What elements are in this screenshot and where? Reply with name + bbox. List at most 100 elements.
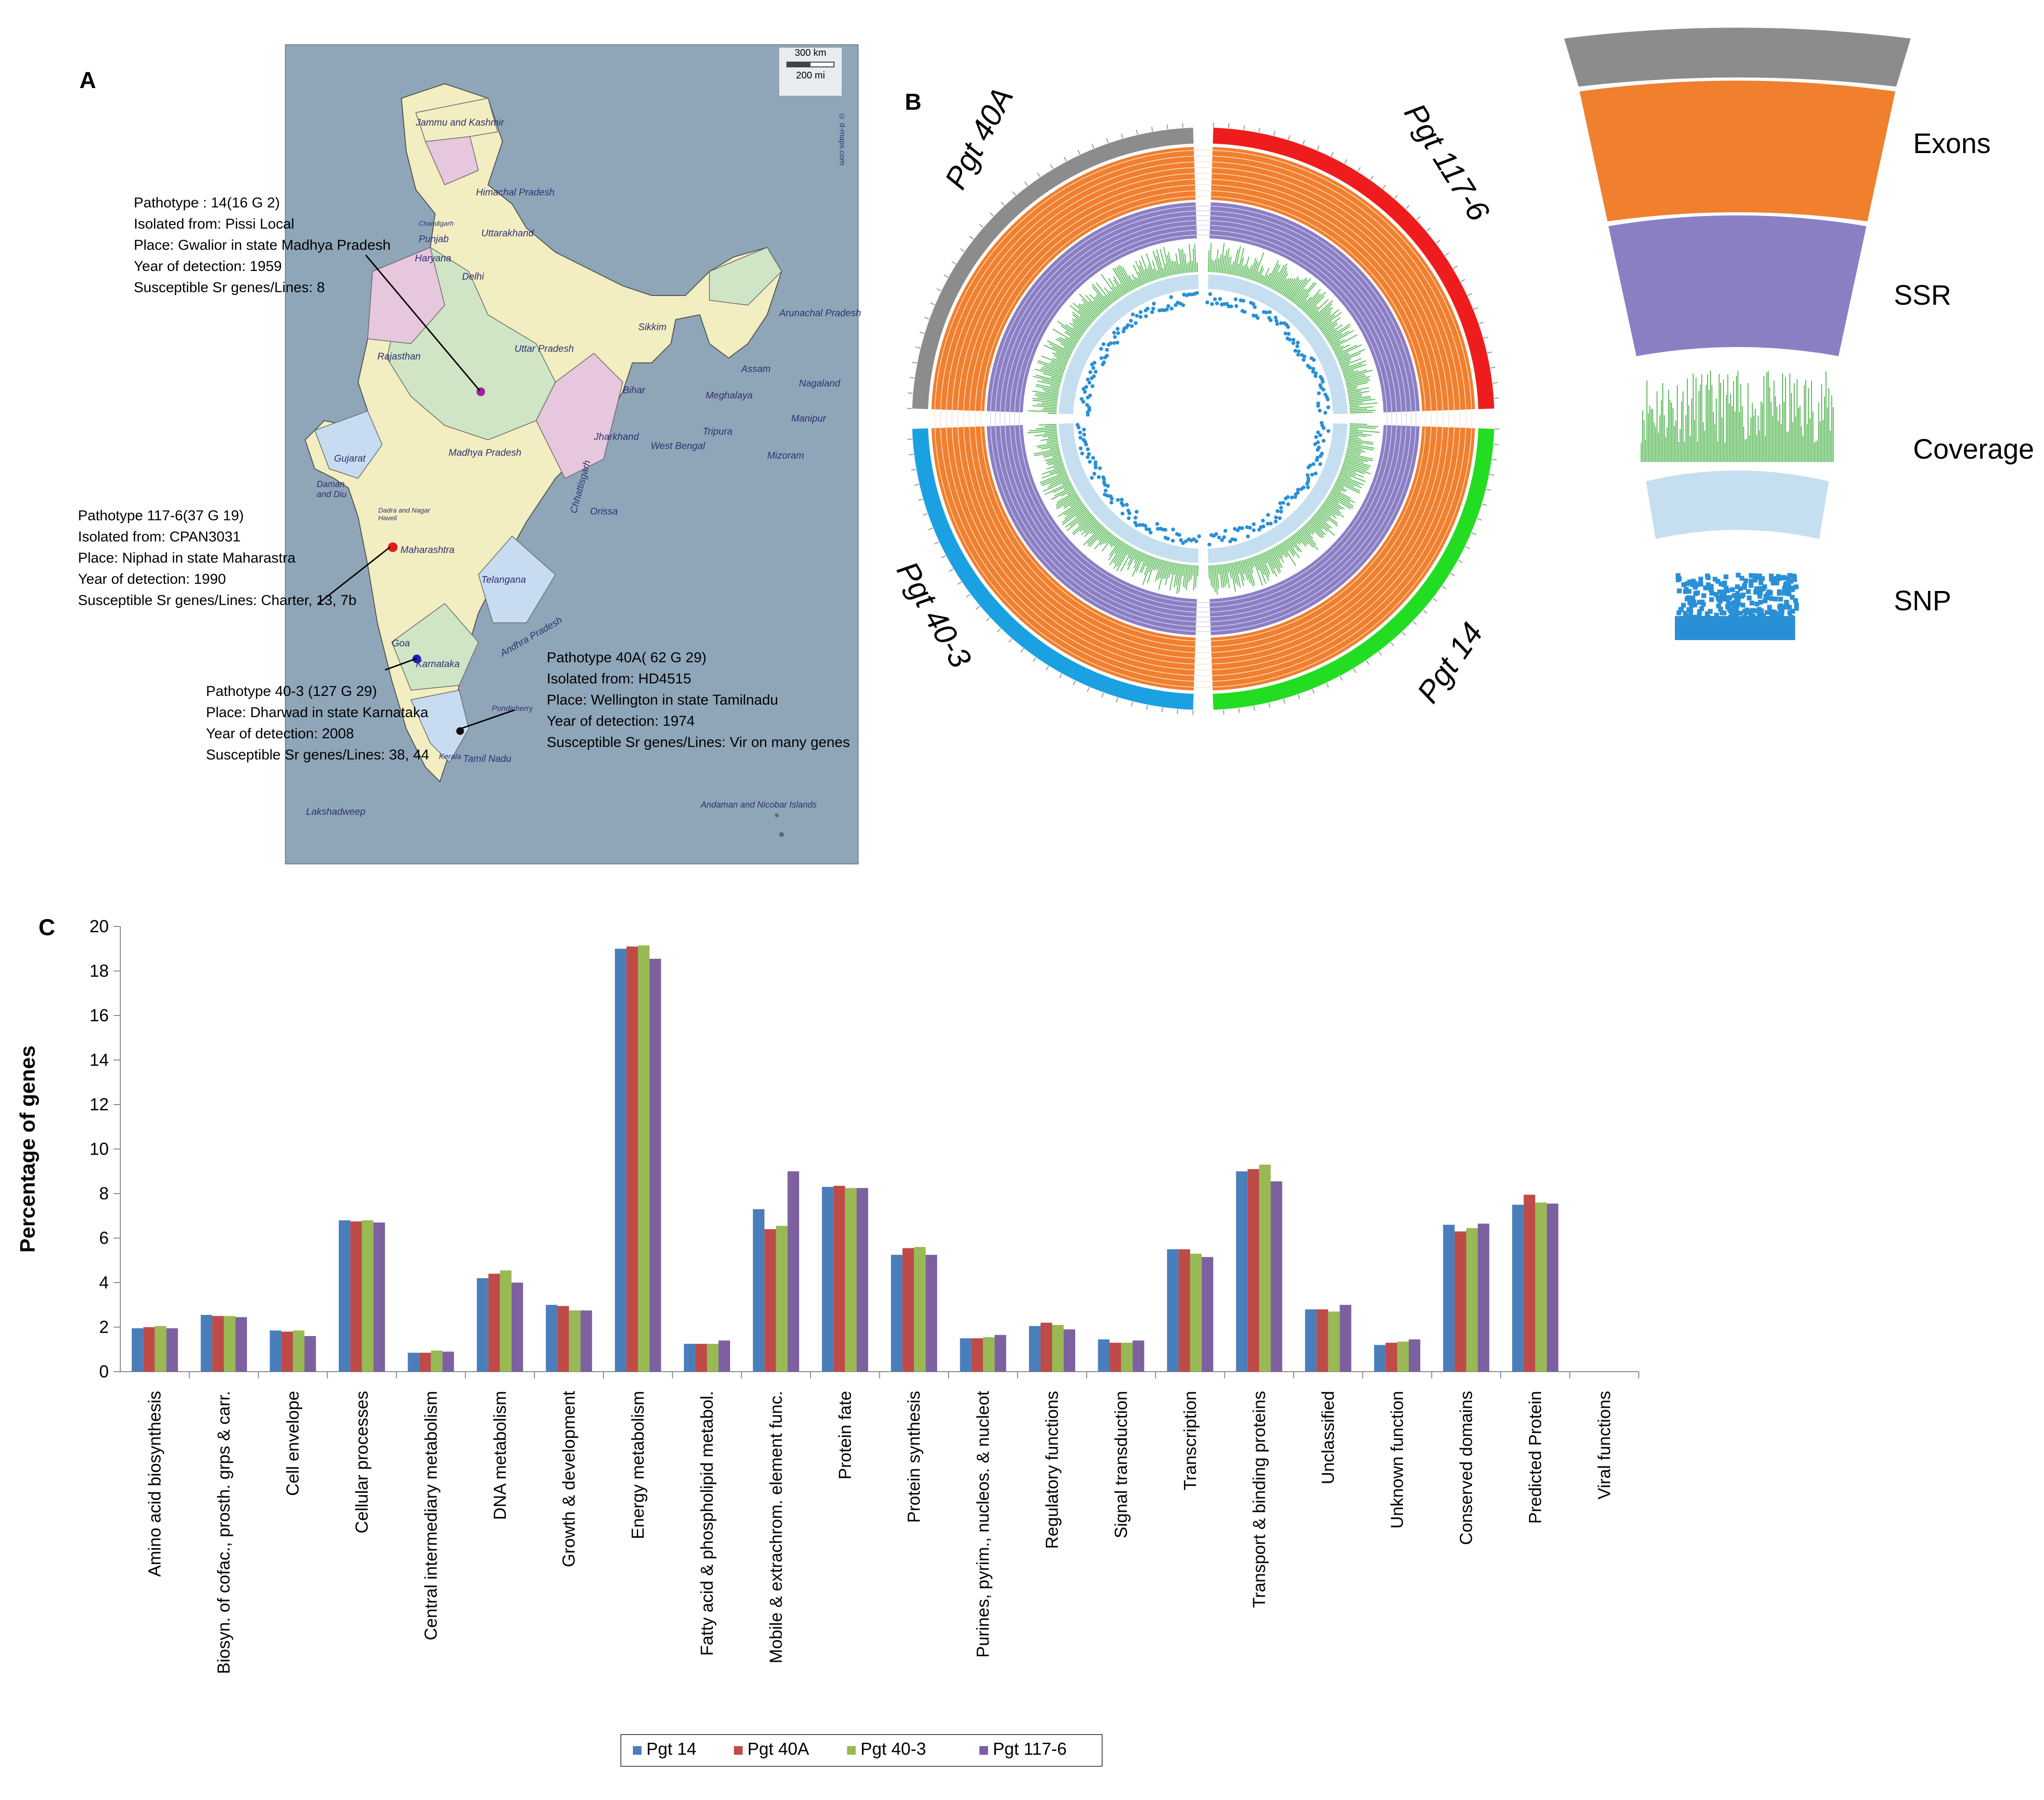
coverage-spike — [1052, 454, 1061, 458]
coverage-spike — [1053, 483, 1072, 493]
coverage-spike — [1290, 279, 1308, 302]
coverage-spike — [1057, 337, 1075, 348]
legend-label: Pgt 117-6 — [993, 1739, 1067, 1759]
coverage-spike — [1054, 486, 1073, 497]
coverage-spike — [1337, 352, 1349, 359]
coverage-spike — [1066, 330, 1080, 340]
coverage-spike — [1329, 493, 1353, 509]
coverage-spike — [1346, 382, 1368, 388]
coverage-spike — [1097, 529, 1107, 540]
tick — [909, 377, 915, 379]
tick — [1001, 201, 1005, 206]
bar — [764, 1229, 776, 1372]
coverage-spike — [1342, 464, 1371, 475]
coverage-spike — [1267, 263, 1279, 287]
coverage-spike — [1346, 449, 1362, 454]
coverage-spike — [1036, 427, 1057, 429]
tick — [924, 317, 929, 320]
coverage-spike — [1240, 560, 1245, 574]
tick — [1151, 127, 1153, 132]
coverage-spike — [1260, 275, 1265, 284]
coverage-spike — [1109, 536, 1116, 545]
snp-point — [1774, 580, 1779, 586]
snp-point — [1758, 580, 1763, 585]
snp-point — [1101, 342, 1106, 347]
coverage-spike — [1346, 452, 1374, 460]
coverage-spike — [1275, 546, 1283, 558]
snp-point — [1322, 426, 1326, 430]
coverage-spike — [1349, 396, 1371, 400]
tick — [1493, 443, 1499, 445]
snp-point — [1251, 302, 1256, 306]
coverage-spike — [1347, 448, 1365, 453]
region-label: Himachal Pradesh — [476, 187, 555, 198]
coverage-spike — [1223, 564, 1228, 584]
coverage-spike — [1348, 393, 1363, 397]
snp-point — [1297, 349, 1301, 354]
tick — [1288, 135, 1291, 140]
coverage-spike — [1089, 523, 1101, 534]
coverage-spike — [1098, 530, 1109, 542]
coverage-spike — [1349, 398, 1371, 401]
coverage-spike — [1052, 328, 1078, 344]
snp-point — [1092, 374, 1096, 378]
coverage-spike — [1350, 406, 1374, 409]
coverage-spike — [1328, 495, 1351, 510]
coverage-spike — [1307, 521, 1324, 538]
coverage-spike — [1256, 555, 1265, 576]
coverage-spike — [1345, 376, 1371, 384]
snp-point — [1714, 613, 1719, 618]
coverage-spike — [1109, 540, 1121, 556]
bar — [1523, 1195, 1535, 1372]
coverage-spike — [1092, 524, 1102, 534]
coverage-spike — [1339, 359, 1351, 364]
coverage-spike — [1058, 500, 1082, 517]
snp-point — [1729, 610, 1734, 615]
coverage-spike — [1248, 257, 1257, 280]
coverage-spike — [1032, 399, 1057, 404]
snp-point — [1085, 403, 1089, 407]
coverage-spike — [1350, 428, 1359, 430]
snp-point — [1738, 611, 1743, 616]
tick — [976, 605, 980, 610]
snp-point — [1758, 586, 1763, 591]
coverage-spike — [1211, 565, 1214, 589]
coverage-spike — [1263, 552, 1274, 574]
bar — [1029, 1326, 1041, 1372]
coverage-spike — [1187, 263, 1189, 273]
bar — [350, 1221, 362, 1372]
coverage-spike — [1072, 318, 1087, 330]
coverage-spike — [1216, 565, 1220, 589]
snp-point — [1313, 371, 1318, 375]
coverage-spike — [1135, 277, 1141, 287]
coverage-spike — [1286, 278, 1300, 298]
coverage-spike — [1223, 250, 1228, 274]
bar — [235, 1317, 247, 1372]
y-tick-label: 0 — [99, 1362, 109, 1381]
coverage-spike — [1311, 517, 1328, 532]
coverage-spike — [1338, 474, 1364, 486]
coverage-spike — [1259, 274, 1263, 283]
coverage-spike — [1092, 283, 1111, 306]
coverage-spike — [1049, 476, 1069, 485]
coverage-spike — [1349, 434, 1367, 437]
region-label: Sikkim — [638, 322, 667, 333]
snp-point — [1717, 589, 1723, 594]
coverage-spike — [1325, 499, 1342, 510]
coverage-spike — [1335, 345, 1357, 356]
tick — [1444, 252, 1450, 256]
bar — [707, 1344, 719, 1372]
coverage-spike — [1052, 346, 1071, 357]
snp-point — [1175, 532, 1179, 536]
bar — [270, 1330, 282, 1372]
coverage-spike — [1211, 259, 1213, 272]
bar — [1098, 1339, 1110, 1372]
pathotype-line: Place: Gwalior in state Madhya Pradesh — [134, 237, 391, 253]
coverage-spike — [1159, 249, 1168, 277]
region-label: Andaman and Nicobar Islands — [701, 800, 817, 810]
coverage-spike — [1310, 310, 1319, 319]
coverage-spike — [1348, 438, 1374, 443]
coverage-spike — [1256, 265, 1263, 283]
coverage-spike — [1273, 263, 1288, 290]
coverage-spike — [1064, 504, 1085, 519]
